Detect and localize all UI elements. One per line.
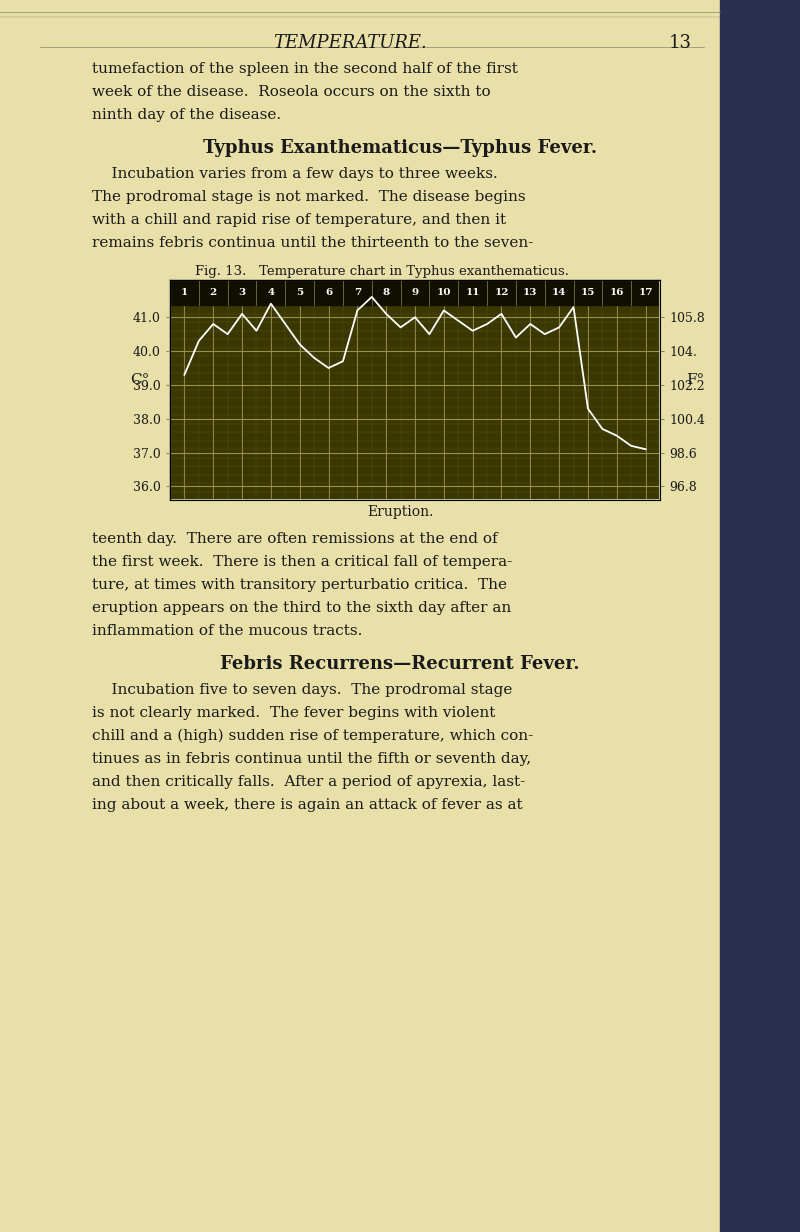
Text: with a chill and rapid rise of temperature, and then it: with a chill and rapid rise of temperatu… [92, 213, 506, 227]
Text: 6: 6 [325, 288, 332, 297]
Bar [170, 280, 660, 306]
Text: tinues as in febris continua until the fifth or seventh day,: tinues as in febris continua until the f… [92, 752, 531, 766]
Text: Typhus Exanthematicus—Typhus Fever.: Typhus Exanthematicus—Typhus Fever. [203, 139, 597, 156]
Text: 11: 11 [466, 288, 480, 297]
Text: Fig. 13.   Temperature chart in Typhus exanthematicus.: Fig. 13. Temperature chart in Typhus exa… [195, 265, 569, 278]
Text: Incubation five to seven days.  The prodromal stage: Incubation five to seven days. The prodr… [92, 683, 512, 697]
Text: Febris Recurrens—Recurrent Fever.: Febris Recurrens—Recurrent Fever. [220, 655, 580, 673]
Text: week of the disease.  Roseola occurs on the sixth to: week of the disease. Roseola occurs on t… [92, 85, 490, 99]
Text: 17: 17 [638, 288, 653, 297]
Text: 5: 5 [296, 288, 303, 297]
Text: remains febris continua until the thirteenth to the seven-: remains febris continua until the thirte… [92, 237, 534, 250]
Bar [720, 0, 800, 1232]
Text: 15: 15 [581, 288, 595, 297]
Text: tumefaction of the spleen in the second half of the first: tumefaction of the spleen in the second … [92, 62, 518, 76]
Text: and then critically falls.  After a period of apyrexia, last-: and then critically falls. After a perio… [92, 775, 526, 788]
Text: The prodromal stage is not marked.  The disease begins: The prodromal stage is not marked. The d… [92, 190, 526, 205]
Text: 4: 4 [267, 288, 274, 297]
Text: 3: 3 [238, 288, 246, 297]
Text: F°: F° [686, 373, 704, 387]
Text: 8: 8 [382, 288, 390, 297]
Text: ing about a week, there is again an attack of fever as at: ing about a week, there is again an atta… [92, 798, 522, 812]
Text: 16: 16 [610, 288, 624, 297]
Text: chill and a (high) sudden rise of temperature, which con-: chill and a (high) sudden rise of temper… [92, 729, 534, 743]
Text: 9: 9 [411, 288, 418, 297]
Text: TEMPERATURE.: TEMPERATURE. [273, 34, 427, 52]
Text: the first week.  There is then a critical fall of tempera-: the first week. There is then a critical… [92, 554, 512, 569]
Text: 10: 10 [437, 288, 451, 297]
Text: 12: 12 [494, 288, 509, 297]
Text: is not clearly marked.  The fever begins with violent: is not clearly marked. The fever begins … [92, 706, 495, 719]
Text: ninth day of the disease.: ninth day of the disease. [92, 108, 281, 122]
Text: 1: 1 [181, 288, 188, 297]
Text: 13: 13 [523, 288, 538, 297]
Text: inflammation of the mucous tracts.: inflammation of the mucous tracts. [92, 623, 362, 638]
Text: teenth day.  There are often remissions at the end of: teenth day. There are often remissions a… [92, 532, 498, 546]
Text: 14: 14 [552, 288, 566, 297]
Text: C°: C° [130, 373, 150, 387]
Text: ture, at times with transitory perturbatio critica.  The: ture, at times with transitory perturbat… [92, 578, 507, 593]
Text: 7: 7 [354, 288, 361, 297]
Text: 2: 2 [210, 288, 217, 297]
Text: Eruption.: Eruption. [367, 505, 433, 519]
Text: Incubation varies from a few days to three weeks.: Incubation varies from a few days to thr… [92, 168, 498, 181]
Text: 13: 13 [669, 34, 691, 52]
Text: eruption appears on the third to the sixth day after an: eruption appears on the third to the six… [92, 601, 511, 615]
